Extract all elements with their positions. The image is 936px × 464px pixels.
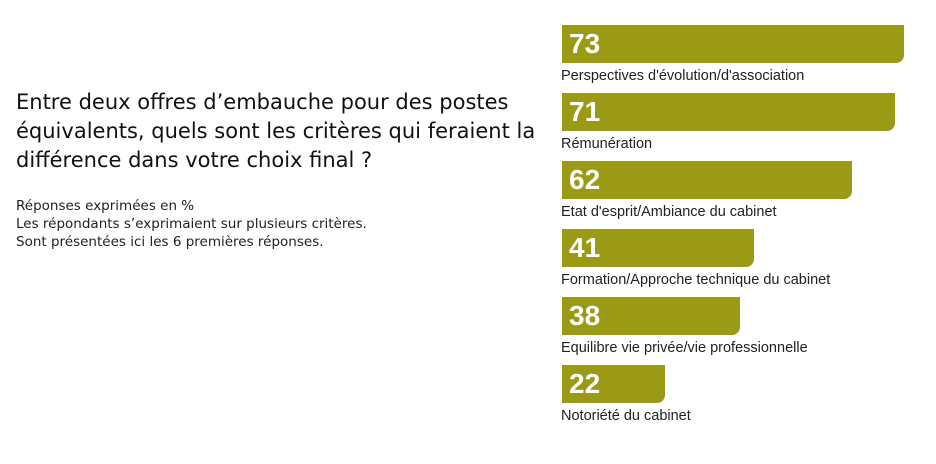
bar: 38	[562, 297, 741, 335]
intro-panel: Entre deux offres d’embauche pour des po…	[16, 88, 551, 251]
category-label: Perspectives d'évolution/d'association	[561, 68, 805, 84]
bar: 62	[562, 161, 853, 199]
value-label: 38	[569, 300, 601, 331]
category-label: Formation/Approche technique du cabinet	[561, 272, 831, 288]
value-label: 73	[569, 28, 601, 59]
category-label: Rémunération	[561, 136, 653, 152]
note-line: Réponses exprimées en %	[16, 198, 195, 214]
value-label: 41	[569, 232, 601, 263]
value-label: 22	[569, 368, 601, 399]
chart-title: Entre deux offres d’embauche pour des po…	[16, 90, 536, 172]
category-label: Equilibre vie privée/vie professionnelle	[561, 340, 808, 356]
bar: 22	[562, 365, 666, 403]
bar: 71	[562, 93, 895, 131]
value-label: 71	[569, 96, 601, 127]
bar: 41	[562, 229, 755, 267]
category-label: Notoriété du cabinet	[561, 408, 691, 424]
bar: 73	[562, 25, 904, 63]
category-label: Etat d'esprit/Ambiance du cabinet	[561, 204, 777, 220]
value-label: 62	[569, 164, 601, 195]
note-line: Les répondants s’exprimaient sur plusieu…	[16, 216, 367, 232]
note-line: Sont présentées ici les 6 premières répo…	[16, 234, 324, 250]
